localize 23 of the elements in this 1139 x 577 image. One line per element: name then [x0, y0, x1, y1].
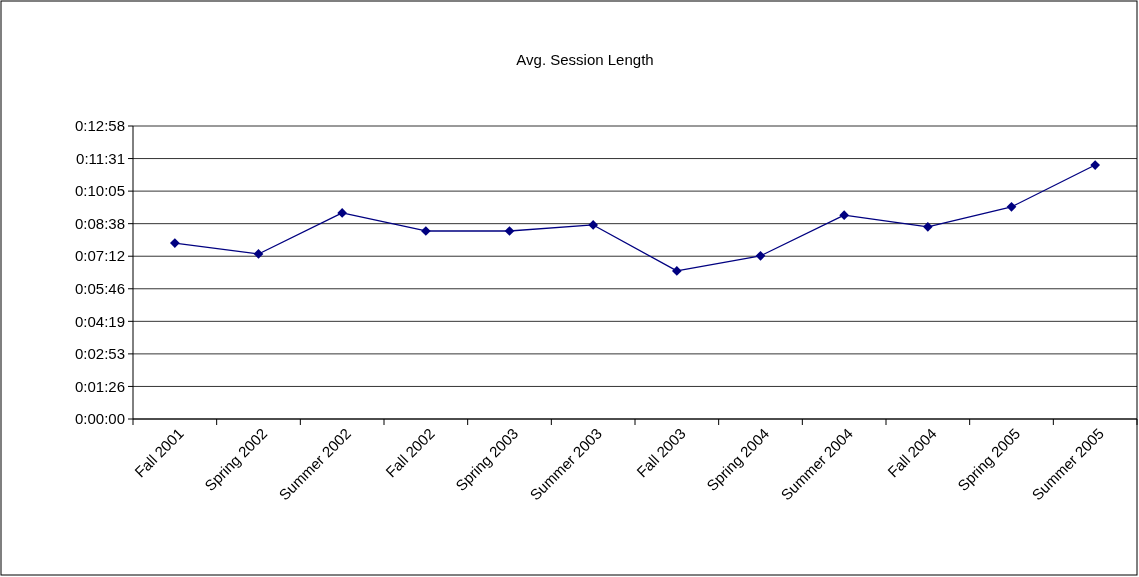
y-tick-label: 0:01:26 — [74, 377, 125, 395]
point — [839, 210, 850, 220]
y-tick-label: 0:08:38 — [74, 214, 125, 232]
point — [253, 249, 264, 259]
y-tick-label: 0:05:46 — [74, 280, 125, 298]
point — [504, 226, 515, 236]
y-tick-label: 0:02:53 — [74, 345, 125, 363]
y-tick-label: 0:00:00 — [74, 410, 125, 428]
point — [755, 250, 766, 261]
point — [420, 226, 431, 236]
point — [588, 220, 599, 230]
point — [671, 266, 682, 276]
y-tick-label: 0:11:31 — [76, 149, 125, 167]
y-tick-label: 0:04:19 — [74, 312, 125, 330]
y-tick-label: 0:10:05 — [74, 182, 125, 200]
point — [337, 208, 348, 218]
point — [922, 221, 933, 232]
point — [169, 238, 180, 248]
y-tick-label: 0:07:12 — [74, 247, 125, 265]
point — [1090, 160, 1101, 170]
y-tick-label: 0:12:58 — [74, 117, 125, 135]
point — [1006, 202, 1017, 212]
chart-title: Avg. Session Length — [516, 51, 654, 68]
